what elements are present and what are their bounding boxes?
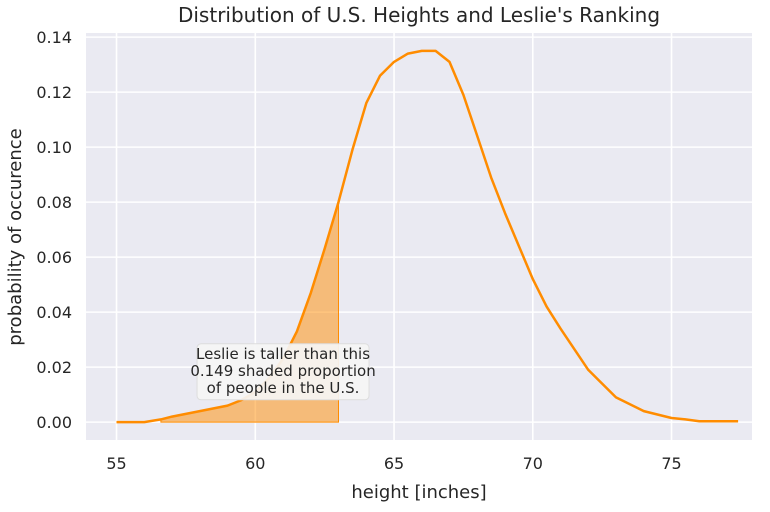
- y-tick-label: 0.04: [36, 303, 72, 322]
- y-tick-label: 0.06: [36, 248, 72, 267]
- annotation-box: [196, 343, 370, 401]
- x-axis-label: height [inches]: [351, 482, 486, 503]
- y-ticks: 0.00 0.02 0.04 0.06 0.08 0.10 0.12 0.14: [36, 28, 72, 432]
- y-tick-label: 0.14: [36, 28, 72, 47]
- x-ticks: 55 60 65 70 75: [106, 454, 681, 473]
- x-tick-label: 70: [523, 454, 543, 473]
- x-tick-label: 55: [106, 454, 126, 473]
- y-tick-label: 0.10: [36, 138, 72, 157]
- annotation-text: of people in the U.S.: [207, 379, 360, 397]
- y-tick-label: 0.12: [36, 83, 72, 102]
- y-axis-label: probability of occurence: [5, 128, 26, 346]
- x-tick-label: 60: [245, 454, 265, 473]
- x-tick-label: 75: [661, 454, 681, 473]
- y-tick-label: 0.08: [36, 193, 72, 212]
- y-tick-label: 0.02: [36, 358, 72, 377]
- x-tick-label: 65: [384, 454, 404, 473]
- annotation-text: Leslie is taller than this: [196, 345, 370, 363]
- y-tick-label: 0.00: [36, 413, 72, 432]
- annotation-text: 0.149 shaded proportion: [190, 362, 375, 380]
- chart-title: Distribution of U.S. Heights and Leslie'…: [178, 3, 660, 27]
- plot-area: [86, 33, 752, 440]
